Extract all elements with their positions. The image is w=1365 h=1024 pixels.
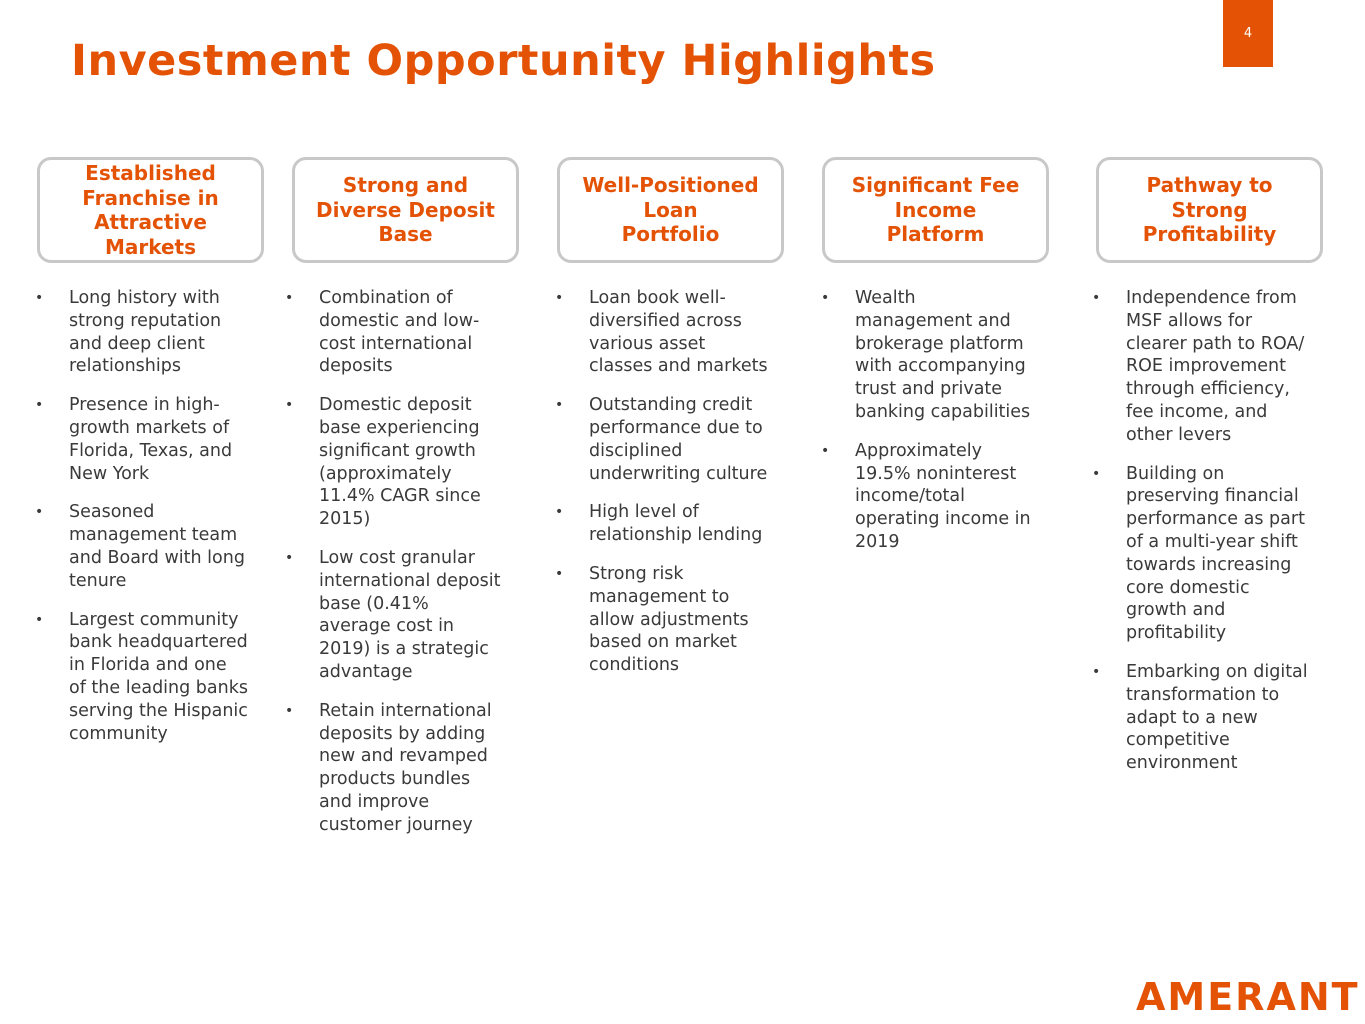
bullet-icon: • xyxy=(285,549,294,566)
bullet-text: Low cost granular international deposit … xyxy=(319,547,501,682)
bullet-text: Retain international deposits by adding … xyxy=(319,700,492,835)
bullet-icon: • xyxy=(35,611,44,628)
bullet-icon: • xyxy=(1092,290,1101,306)
bullet-text: Embarking on digital transformation to a… xyxy=(1126,661,1308,774)
bullet-icon: • xyxy=(285,290,294,306)
bullet-text: Long history with strong reputation and … xyxy=(69,288,222,377)
bullet-text: Building on preserving financial perform… xyxy=(1126,463,1305,644)
bullet-icon: • xyxy=(555,397,564,414)
bullet-icon: • xyxy=(1092,663,1101,680)
bullet-icon: • xyxy=(35,397,44,414)
bullet-text: Presence in high- growth markets of Flor… xyxy=(69,395,233,484)
bullet-item: • Embarking on digital transformation to … xyxy=(1092,661,1308,775)
bullet-icon: • xyxy=(555,565,564,582)
bullet-item: • Long history with strong reputation and… xyxy=(35,287,248,378)
bullet-icon: • xyxy=(821,442,830,459)
bullet-item: • Retain international deposits by adding… xyxy=(285,700,501,837)
amerant-logo: AMERANT xyxy=(1136,975,1360,1019)
bullet-item: • Largest community bank headquartered in… xyxy=(35,609,248,746)
bullet-icon: • xyxy=(821,290,830,306)
pillar-header-box: Significant Fee Income Platform xyxy=(822,157,1049,263)
bullet-item: • Loan book well- diversified across vari… xyxy=(555,287,768,378)
page-title: Investment Opportunity Highlights xyxy=(71,36,936,86)
pillar-header-box: Well-Positioned Loan Portfolio xyxy=(557,157,784,263)
bullet-text: High level of relationship lending xyxy=(589,502,763,546)
pillar-bullet-list: • Loan book well- diversified across vari… xyxy=(555,287,768,693)
bullet-text: Independence from MSF allows for clearer… xyxy=(1126,288,1305,445)
bullet-item: • Wealth management and brokerage platfor… xyxy=(821,287,1031,424)
bullet-text: Loan book well- diversified across vario… xyxy=(589,288,768,377)
bullet-item: • Building on preserving financial perfor… xyxy=(1092,463,1308,645)
pillar-header-box: Pathway to Strong Profitability xyxy=(1096,157,1323,263)
bullet-text: Outstanding credit performance due to di… xyxy=(589,395,768,484)
bullet-icon: • xyxy=(285,397,294,414)
bullet-item: • Domestic deposit base experiencing sign… xyxy=(285,394,501,531)
pillar-bullet-list: • Long history with strong reputation and… xyxy=(35,287,248,761)
bullet-text: Seasoned management team and Board with … xyxy=(69,502,245,591)
bullet-item: • Low cost granular international deposit… xyxy=(285,547,501,684)
bullet-icon: • xyxy=(35,504,44,521)
pillar-header-box: Strong and Diverse Deposit Base xyxy=(292,157,519,263)
pillar-bullet-list: • Combination of domestic and low- cost i… xyxy=(285,287,501,853)
bullet-text: Strong risk management to allow adjustme… xyxy=(589,563,749,676)
bullet-item: • High level of relationship lending xyxy=(555,501,768,547)
bullet-text: Domestic deposit base experiencing signi… xyxy=(319,395,481,530)
bullet-icon: • xyxy=(555,504,564,521)
bullet-item: • Independence from MSF allows for cleare… xyxy=(1092,287,1308,447)
bullet-text: Combination of domestic and low- cost in… xyxy=(319,288,480,377)
bullet-icon: • xyxy=(555,290,564,306)
bullet-text: Approximately 19.5% noninterest income/t… xyxy=(855,440,1031,552)
pillar-header-box: Established Franchise in Attractive Mark… xyxy=(37,157,264,263)
pillar-bullet-list: • Independence from MSF allows for cleare… xyxy=(1092,287,1308,791)
bullet-text: Wealth management and brokerage platform… xyxy=(855,288,1031,422)
bullet-item: • Approximately 19.5% noninterest income/… xyxy=(821,440,1031,554)
page-number: 4 xyxy=(1223,0,1273,67)
bullet-item: • Seasoned management team and Board with… xyxy=(35,501,248,592)
bullet-item: • Strong risk management to allow adjustm… xyxy=(555,563,768,677)
bullet-item: • Presence in high- growth markets of Flo… xyxy=(35,394,248,485)
bullet-text: Largest community bank headquartered in … xyxy=(69,609,248,744)
bullet-icon: • xyxy=(1092,465,1101,482)
bullet-icon: • xyxy=(35,290,44,306)
bullet-item: • Outstanding credit performance due to d… xyxy=(555,394,768,485)
pillar-bullet-list: • Wealth management and brokerage platfor… xyxy=(821,287,1031,570)
bullet-icon: • xyxy=(285,702,294,719)
bullet-item: • Combination of domestic and low- cost i… xyxy=(285,287,501,378)
